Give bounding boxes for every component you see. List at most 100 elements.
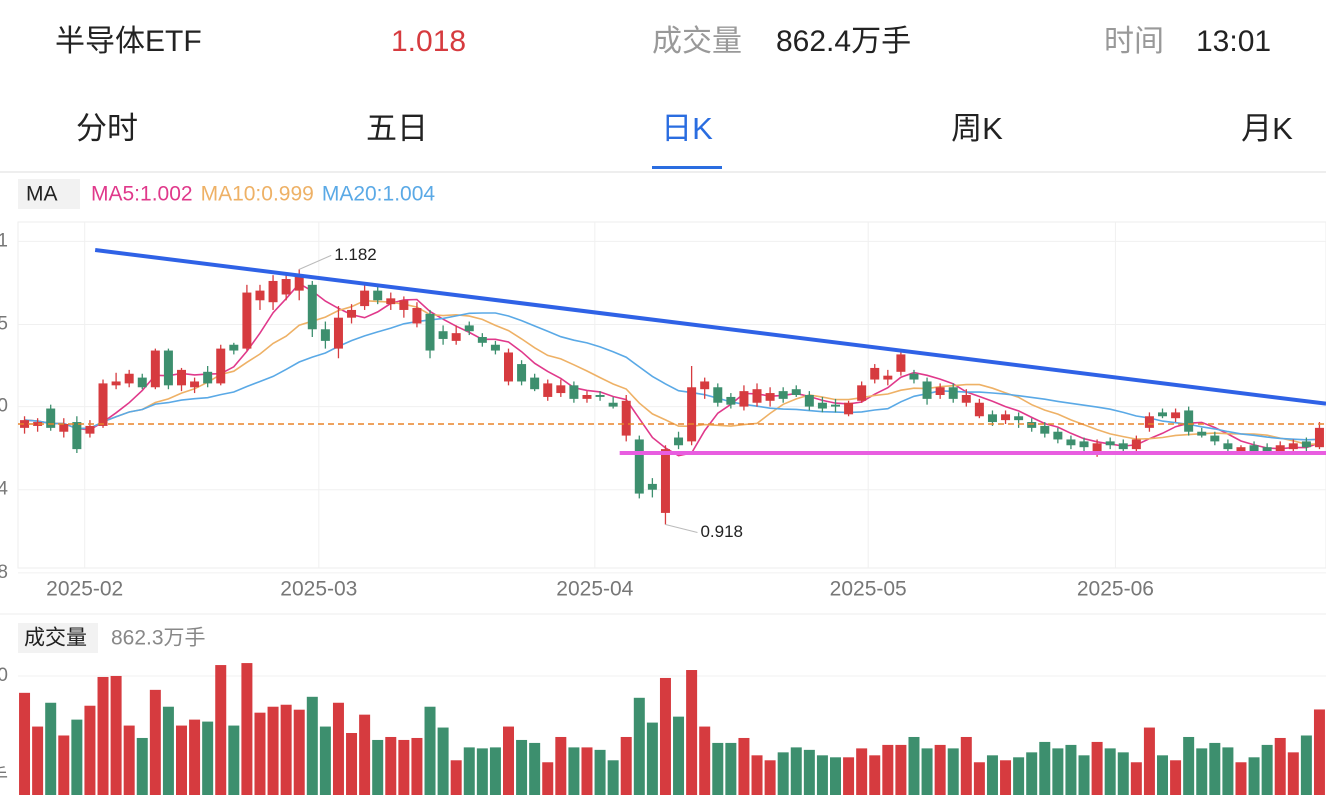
- candle-body: [595, 395, 605, 397]
- volume-bar: [699, 726, 711, 795]
- candle-body: [150, 350, 160, 388]
- x-tick-label: 2025-05: [830, 578, 907, 601]
- volume-bar: [777, 752, 789, 795]
- volume-bar: [189, 719, 201, 795]
- volume-bar: [1000, 760, 1012, 795]
- volume-bar: [1209, 742, 1221, 795]
- annotation-label: 0.918: [700, 522, 743, 541]
- volume-bar: [973, 762, 985, 795]
- volume-bar: [594, 749, 606, 795]
- volume-bar: [843, 757, 855, 795]
- candle-body: [1197, 431, 1207, 436]
- candle-body: [778, 391, 788, 399]
- candle-body: [1079, 441, 1089, 448]
- volume-bar: [869, 755, 881, 795]
- period-tab[interactable]: 周K: [951, 111, 1003, 146]
- fund-name: 半导体ETF: [55, 25, 202, 58]
- volume-bar: [673, 716, 685, 795]
- candle-body: [464, 325, 474, 332]
- volume-bar: [1026, 752, 1038, 795]
- volume-bar: [934, 744, 946, 795]
- candle-body: [700, 381, 710, 390]
- candle-body: [961, 395, 971, 403]
- candle-body: [111, 381, 121, 386]
- candle-body: [242, 292, 252, 349]
- candle-body: [20, 420, 30, 428]
- candle-body: [72, 422, 82, 450]
- volume-bar: [254, 712, 266, 795]
- candle-body: [1027, 422, 1037, 428]
- candle-body: [216, 348, 226, 384]
- volume-bar: [1235, 762, 1247, 795]
- candle-body: [621, 400, 631, 436]
- candle-body: [791, 389, 801, 395]
- period-tab[interactable]: 五日: [366, 111, 428, 146]
- annotation-leader: [665, 524, 698, 533]
- volume-bar: [280, 704, 292, 795]
- volume-bar: [1052, 748, 1064, 795]
- volume-bar: [1183, 736, 1195, 795]
- ma-legend-item: MA5:1.002: [91, 183, 193, 206]
- candle-body: [752, 389, 762, 403]
- volume-bar: [1300, 735, 1312, 795]
- candle-body: [1288, 443, 1298, 450]
- volume-bar: [411, 737, 423, 795]
- candle-body: [438, 331, 448, 339]
- candle-body: [1262, 447, 1272, 452]
- candle-body: [687, 387, 697, 442]
- candle-body: [268, 280, 278, 303]
- volume-bar: [908, 736, 920, 795]
- volume-bar: [489, 747, 501, 795]
- y-tick-label: 0.868: [0, 562, 8, 583]
- period-tab[interactable]: 日K: [661, 111, 713, 146]
- candle-body: [229, 344, 239, 351]
- candle-body: [190, 381, 200, 388]
- volume-bar: [686, 670, 698, 795]
- volume-bar: [503, 726, 514, 795]
- candle-body: [1249, 445, 1259, 452]
- candle-body: [739, 391, 749, 407]
- volume-bar: [712, 742, 724, 795]
- x-tick-label: 2025-03: [280, 578, 357, 601]
- volume-bar: [319, 726, 331, 795]
- candle-body: [360, 290, 370, 307]
- volume-bar: [947, 748, 959, 795]
- candle-body: [1158, 412, 1167, 417]
- volume-bar: [790, 747, 802, 795]
- volume-bar: [738, 737, 750, 795]
- volume-bar: [856, 748, 868, 795]
- period-tab[interactable]: 分时: [76, 111, 138, 146]
- volume-bar: [620, 736, 632, 795]
- candle-body: [674, 437, 684, 446]
- volume-bar: [110, 675, 122, 795]
- candle-body: [1040, 425, 1050, 434]
- volume-bar: [1078, 755, 1090, 795]
- volume-bar: [332, 702, 344, 795]
- volume-bar: [450, 760, 462, 795]
- volume-bar: [882, 744, 894, 795]
- volume-bar: [346, 733, 358, 795]
- candle-body: [33, 422, 43, 426]
- candle-body: [320, 329, 330, 341]
- volume-bar: [84, 705, 96, 795]
- volume-legend-value: 862.3万手: [111, 627, 206, 650]
- volume-bar: [202, 721, 214, 795]
- drawn-line: [94, 248, 1326, 406]
- volume-bar: [555, 736, 567, 795]
- volume-bar: [1287, 752, 1299, 795]
- candle-body: [1066, 439, 1076, 446]
- volume-bar: [228, 725, 240, 795]
- candle-body: [530, 377, 540, 390]
- volume-bar: [1261, 744, 1273, 795]
- volume-bar: [607, 760, 619, 795]
- candle-body: [477, 337, 487, 343]
- annotation-label: 1.182: [334, 245, 377, 264]
- volume-bar: [646, 722, 658, 795]
- volume-bar: [816, 755, 828, 795]
- candle-body: [333, 317, 343, 349]
- candle-body: [647, 483, 657, 490]
- candle-body: [373, 290, 383, 301]
- volume-bar: [1196, 748, 1208, 795]
- period-tab[interactable]: 月K: [1241, 111, 1293, 146]
